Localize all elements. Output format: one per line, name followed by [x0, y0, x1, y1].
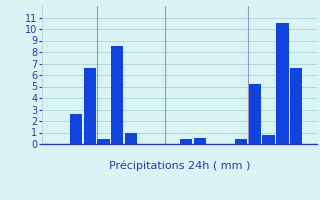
- Bar: [125, 132, 137, 144]
- Bar: [70, 114, 82, 144]
- Bar: [276, 23, 289, 144]
- Bar: [262, 135, 275, 144]
- Bar: [235, 139, 247, 144]
- X-axis label: Précipitations 24h ( mm ): Précipitations 24h ( mm ): [108, 161, 250, 171]
- Bar: [111, 46, 124, 144]
- Bar: [290, 68, 302, 144]
- Bar: [84, 68, 96, 144]
- Bar: [249, 84, 261, 144]
- Bar: [180, 139, 192, 144]
- Bar: [194, 138, 206, 144]
- Bar: [97, 139, 110, 144]
